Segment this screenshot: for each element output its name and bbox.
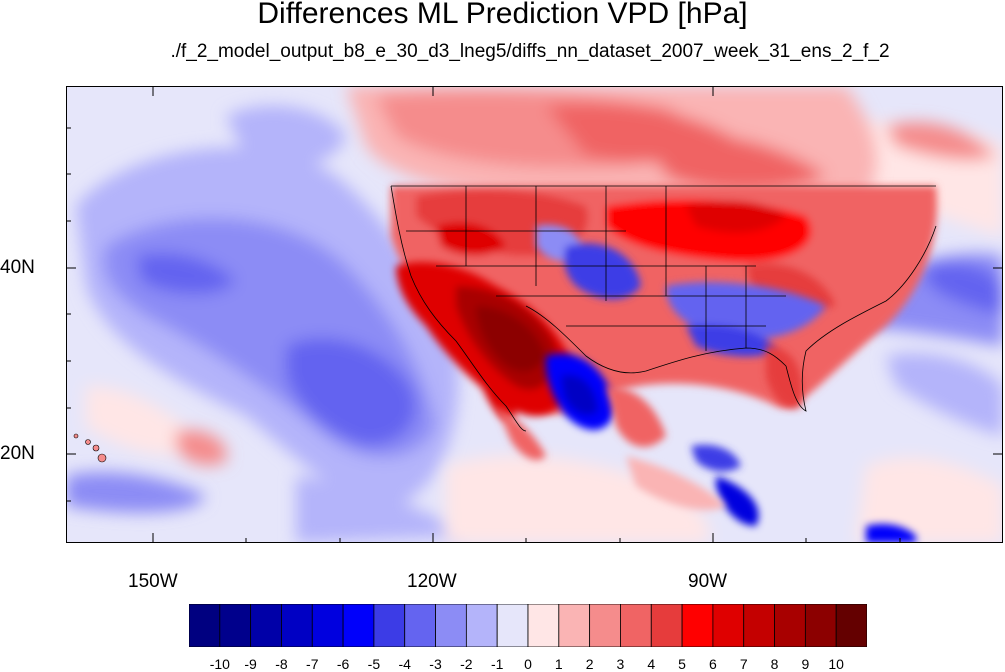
colorbar-swatch	[804, 604, 837, 647]
colorbar-tick-label: -7	[306, 656, 319, 672]
colorbar-swatch	[465, 604, 498, 647]
colorbar-swatch	[743, 604, 775, 647]
colorbar-swatch	[496, 604, 529, 647]
colorbar-tick-label: -6	[336, 656, 350, 672]
colorbar-swatch	[342, 604, 375, 647]
colorbar-swatch	[589, 604, 621, 647]
colorbar-tick-label: 5	[678, 656, 686, 672]
minor-ticks	[66, 127, 901, 543]
colorbar	[189, 604, 867, 647]
canada-positive-region	[346, 86, 877, 204]
colorbar-swatch	[712, 604, 745, 647]
pacific-negative-region	[66, 105, 466, 543]
colorbar-swatch	[435, 604, 467, 647]
y-label-20n: 20N	[0, 443, 35, 464]
x-label-120w: 120W	[407, 571, 457, 592]
colorbar-swatch	[558, 604, 591, 647]
colorbar-tick-label: -10	[209, 656, 230, 672]
y-label-40n: 40N	[0, 257, 35, 278]
colorbar-swatch	[774, 604, 806, 647]
colorbar-swatch	[620, 604, 652, 647]
ocean-positive-region	[86, 122, 1003, 543]
colorbar-tick-label: 4	[647, 656, 656, 672]
colorbar-tick-label: 7	[739, 656, 748, 672]
coastline-and-borders	[390, 185, 937, 432]
map-title: Differences ML Prediction VPD [hPa]	[257, 0, 748, 30]
atlantic-negative-region	[826, 253, 1003, 436]
colorbar-tick-label: 8	[770, 656, 779, 672]
x-label-150w: 150W	[128, 571, 178, 592]
hawaii-islands	[73, 433, 107, 463]
vpd-difference-map	[66, 86, 1003, 543]
axis-ticks	[66, 86, 1003, 543]
colorbar-tick-label: 1	[554, 656, 563, 672]
colorbar-swatch	[250, 604, 282, 647]
colorbar-tick-label: 9	[801, 656, 810, 672]
colorbar-swatch	[373, 604, 406, 647]
colorbar-tick-label: 2	[585, 656, 594, 672]
colorbar-swatch	[835, 604, 867, 647]
colorbar-tick-label: -8	[275, 656, 288, 672]
colorbar-swatch	[311, 604, 344, 647]
mexico-positive-region	[496, 346, 803, 510]
x-label-90w: 90W	[688, 571, 728, 592]
colorbar-tick-label: -1	[490, 656, 504, 672]
colorbar-tick-label: -4	[398, 656, 411, 672]
colorbar-tick-label: 6	[709, 656, 717, 672]
southwest-strong-positive	[396, 262, 576, 420]
colorbar-swatch	[650, 604, 683, 647]
colorbar-swatch	[219, 604, 252, 647]
colorbar-swatch	[681, 604, 714, 647]
colorbar-tick-label: -2	[460, 656, 473, 672]
colorbar-swatch	[281, 604, 313, 647]
colorbar-tick-label: -5	[367, 656, 381, 672]
colorbar-swatch	[527, 604, 560, 647]
colorbar-swatch	[404, 604, 436, 647]
map-subtitle: ./f_2_model_output_b8_e_30_d3_lneg5/diff…	[170, 41, 890, 62]
colorbar-tick-label: 10	[828, 656, 844, 672]
colorbar-tick-label: 0	[524, 656, 532, 672]
colorbar-tick-label: -9	[244, 656, 257, 672]
colorbar-swatch	[189, 604, 221, 647]
colorbar-tick-label: -3	[429, 656, 442, 672]
colorbar-tick-label: 3	[616, 656, 625, 672]
